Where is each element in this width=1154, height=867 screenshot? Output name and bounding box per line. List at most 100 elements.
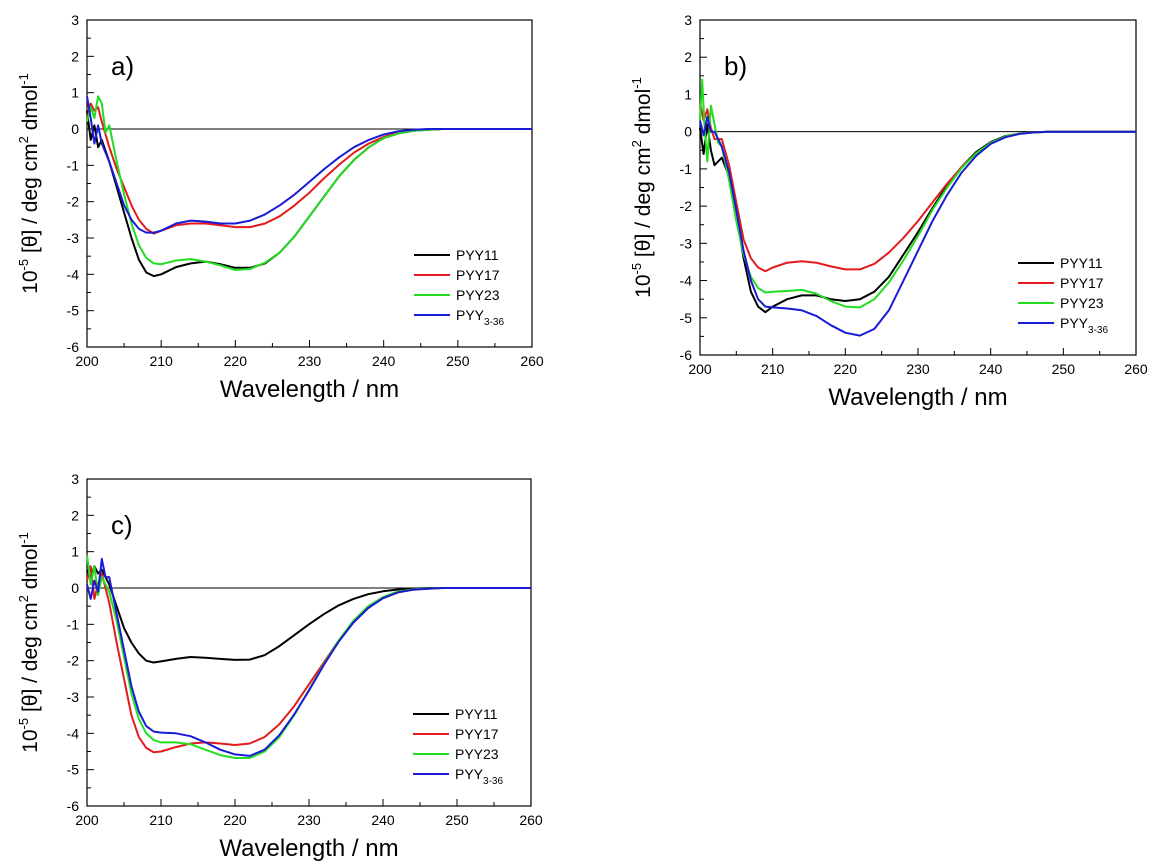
series-line-pyy17: [699, 101, 1136, 273]
x-tick-label: 210: [761, 361, 785, 377]
y-tick-label: -2: [680, 198, 693, 214]
y-axis-title-part: dmol: [632, 89, 655, 140]
x-tick-label: 250: [446, 353, 470, 369]
y-tick-label: -1: [67, 157, 80, 173]
y-tick-label: -2: [67, 194, 80, 210]
y-tick-label: -5: [67, 303, 80, 319]
y-axis-title-sup: -5: [16, 718, 31, 730]
y-tick-label: 2: [71, 507, 79, 523]
chart-panel-a: 200 210 220 230 240 250 260-6-5-4-3-2-10123Wav…: [16, 12, 544, 403]
y-tick-label: -1: [680, 161, 693, 177]
y-tick-label: -6: [67, 339, 80, 355]
y-axis-title-sup: -1: [16, 73, 31, 85]
legend-label: PYY23: [1060, 295, 1104, 311]
y-axis-title-part: 10: [632, 274, 655, 297]
y-axis-title-part: dmol: [19, 85, 42, 136]
panel-label: c): [111, 510, 133, 540]
y-tick-label: -4: [680, 273, 693, 289]
series-line-pyy-3-36: [699, 115, 1136, 337]
x-axis-title: Wavelength / nm: [828, 384, 1007, 411]
x-tick-label: 230: [298, 353, 322, 369]
chart-panel-b: 200 210 220 230 240 250 260-6-5-4-3-2-10123Wav…: [629, 12, 1148, 411]
legend-label: PYY11: [455, 706, 498, 722]
legend-label-name: PYY17: [455, 726, 499, 742]
y-tick-label: 2: [684, 49, 692, 65]
panel-label: b): [724, 51, 747, 81]
y-tick-label: 3: [71, 471, 79, 487]
x-tick-label: 200: [688, 361, 712, 377]
legend-label-name: PYY23: [455, 746, 499, 762]
legend-label: PYY3-36: [1060, 315, 1108, 336]
x-tick-label: 200: [75, 812, 99, 828]
y-axis-title-sup: 2: [16, 595, 31, 602]
legend-label-name: PYY23: [456, 287, 500, 303]
x-tick-label: 260: [519, 812, 543, 828]
x-tick-label: 250: [1052, 361, 1076, 377]
legend-label-name: PYY11: [456, 247, 499, 263]
legend-label: PYY23: [456, 287, 500, 303]
x-axis-title: Wavelength / nm: [219, 835, 398, 862]
legend-label-name: PYY17: [456, 267, 500, 283]
y-axis-title-part: [θ] / deg cm: [19, 602, 42, 718]
y-tick-label: -4: [67, 266, 80, 282]
series-line-pyy-3-36: [86, 557, 531, 757]
y-tick-label: 0: [684, 124, 692, 140]
y-tick-label: 2: [71, 48, 79, 64]
series-line-pyy23: [86, 95, 532, 271]
y-axis-title: 10-5 [θ] / deg cm2 dmol-1: [16, 532, 42, 753]
series-line-pyy17: [86, 102, 532, 235]
panel-label: a): [111, 51, 134, 81]
legend-label: PYY17: [456, 267, 500, 283]
legend-label: PYY23: [455, 746, 499, 762]
legend-label: PYY17: [455, 726, 499, 742]
y-tick-label: -6: [67, 798, 80, 814]
y-axis-title-sup: -1: [629, 77, 644, 89]
y-tick-label: -3: [67, 230, 80, 246]
x-tick-label: 220: [834, 361, 858, 377]
x-tick-label: 240: [371, 812, 395, 828]
x-tick-label: 220: [224, 353, 248, 369]
y-axis-title-part: 10: [19, 729, 42, 752]
y-axis-title-sup: -5: [629, 263, 644, 275]
legend-label: PYY3-36: [456, 307, 504, 328]
y-axis-title-sup: -1: [16, 532, 31, 544]
series-line-pyy17: [86, 565, 531, 754]
y-tick-label: -6: [680, 347, 693, 363]
legend-label-sub: 3-36: [1088, 325, 1108, 336]
y-axis-title-sup: -5: [16, 259, 31, 271]
series-line-pyy11: [86, 565, 531, 664]
legend-label-name: PYY11: [455, 706, 498, 722]
x-tick-label: 260: [1124, 361, 1148, 377]
legend-label-name: PYY23: [1060, 295, 1104, 311]
y-axis-title-sup: 2: [629, 140, 644, 147]
y-tick-label: 1: [71, 85, 79, 101]
x-tick-label: 260: [520, 353, 544, 369]
series-line-pyy23: [699, 78, 1136, 309]
y-tick-label: 0: [71, 121, 79, 137]
y-axis-title-part: dmol: [19, 544, 42, 595]
y-tick-label: -5: [67, 762, 80, 778]
legend-label-name: PYY17: [1060, 275, 1104, 291]
y-tick-label: 3: [71, 12, 79, 28]
x-tick-label: 200: [75, 353, 99, 369]
x-tick-label: 210: [149, 812, 173, 828]
y-tick-label: -3: [67, 689, 80, 705]
y-axis-title-part: 10: [19, 270, 42, 293]
y-tick-label: -4: [67, 725, 80, 741]
legend-label-name: PYY11: [1060, 255, 1103, 271]
x-tick-label: 240: [979, 361, 1003, 377]
legend-label: PYY17: [1060, 275, 1104, 291]
y-tick-label: 3: [684, 12, 692, 28]
x-tick-label: 230: [297, 812, 321, 828]
x-tick-label: 220: [223, 812, 247, 828]
legend-label-sub: 3-36: [484, 317, 504, 328]
y-axis-title-part: [θ] / deg cm: [19, 143, 42, 259]
legend-label: PYY11: [1060, 255, 1103, 271]
chart-panel-c: 200 210 220 230 240 250 260-6-5-4-3-2-10123Wav…: [16, 471, 543, 862]
series-line-pyy-3-36: [86, 96, 532, 234]
y-tick-label: 0: [71, 580, 79, 596]
y-tick-label: -3: [680, 235, 693, 251]
legend-label-sub: 3-36: [483, 776, 503, 787]
y-tick-label: 1: [71, 544, 79, 560]
